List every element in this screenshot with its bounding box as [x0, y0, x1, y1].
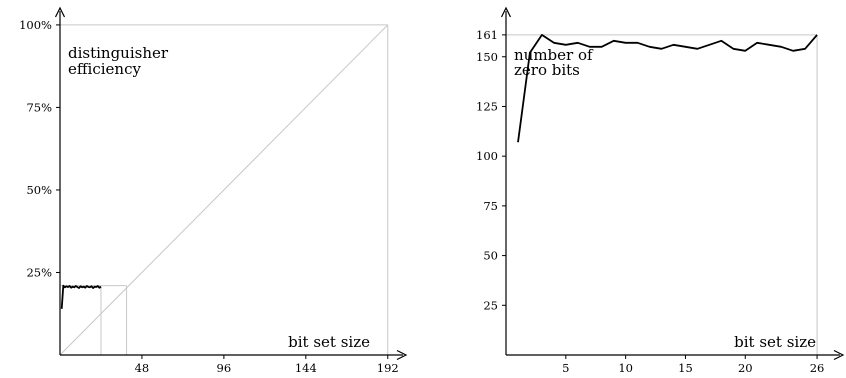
- y-tick-label: 75%: [26, 100, 52, 114]
- zero-bits-chart: 5 10 15 20 26 25 50 75 100 125 150 161 number of z…: [476, 6, 845, 375]
- y-tick-label: 50%: [26, 183, 52, 197]
- x-tick-label: 144: [295, 361, 317, 375]
- y-axis-arrowhead: [500, 6, 512, 18]
- x-tick-label: 15: [678, 361, 693, 375]
- x-tick-label: 10: [618, 361, 633, 375]
- y-tick-label: 75: [483, 199, 498, 213]
- y-axis-arrowhead: [54, 6, 66, 18]
- x-tick-label: 48: [135, 361, 150, 375]
- y-tick-label: 161: [476, 28, 498, 42]
- x-tick-label: 5: [562, 361, 569, 375]
- series-lines: [60, 284, 102, 309]
- axes: [54, 6, 408, 361]
- annotation-line-1: distinguisher: [68, 44, 169, 62]
- y-tick-label: 100: [476, 149, 498, 163]
- reference-lines: [59, 24, 389, 356]
- x-tick-label: 192: [377, 361, 399, 375]
- distinguisher-efficiency-chart: 48 96 144 192 25% 50% 75% 100% distinguisher e…: [19, 6, 408, 375]
- x-axis-label: bit set size: [734, 333, 816, 351]
- x-ticks: 5 10 15 20 26: [562, 355, 824, 375]
- series-line: [60, 284, 102, 309]
- y-tick-label: 50: [483, 249, 498, 263]
- axes: [500, 6, 845, 361]
- y-tick-label: 150: [476, 50, 498, 64]
- y-tick-label: 125: [476, 99, 498, 113]
- x-tick-label: 26: [810, 361, 825, 375]
- annotation-line-1: number of: [514, 46, 594, 64]
- y-tick-label: 100%: [19, 18, 52, 32]
- annotation-line-2: efficiency: [68, 60, 141, 78]
- diagonal-reference-line: [59, 24, 389, 356]
- x-axis-label: bit set size: [288, 333, 370, 351]
- x-ticks: 48 96 144 192: [135, 355, 399, 375]
- x-tick-label: 96: [217, 361, 232, 375]
- x-axis-arrowhead: [833, 349, 845, 361]
- series-lines: [517, 34, 818, 143]
- y-ticks: 25 50 75 100 125 150 161: [476, 28, 506, 312]
- series-line: [517, 34, 818, 143]
- y-tick-label: 25%: [26, 265, 52, 279]
- x-tick-label: 20: [738, 361, 753, 375]
- x-axis-arrowhead: [396, 349, 408, 361]
- y-tick-label: 25: [483, 298, 498, 312]
- annotation-line-2: zero bits: [514, 61, 580, 79]
- y-ticks: 25% 50% 75% 100%: [19, 18, 60, 279]
- reference-lines: [506, 34, 818, 355]
